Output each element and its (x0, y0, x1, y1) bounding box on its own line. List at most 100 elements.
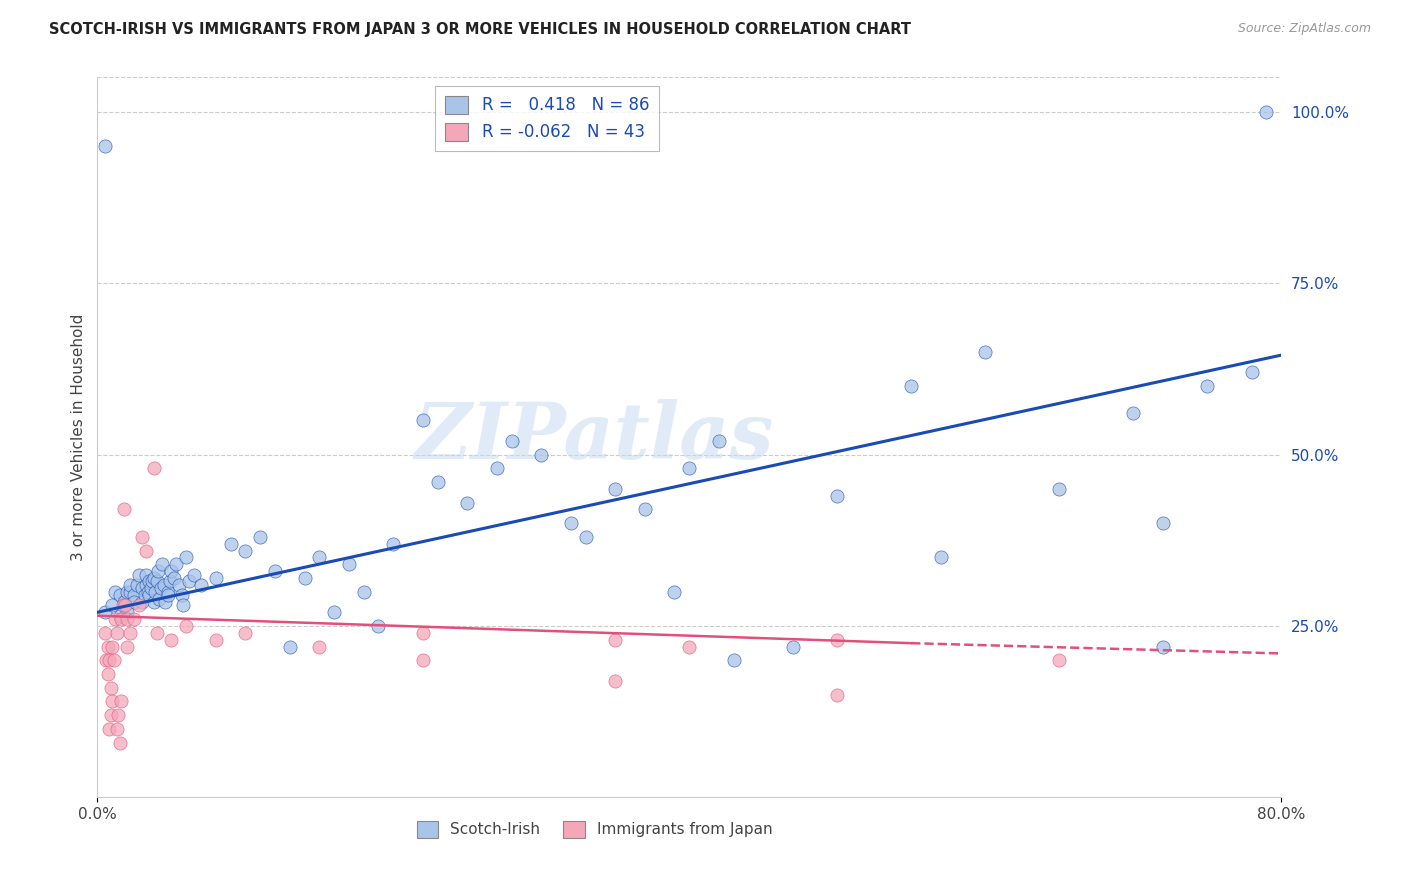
Point (143, 584, 166, 599)
Point (131, 530, 153, 544)
Point (929, 550, 952, 565)
Point (723, 653, 745, 667)
Point (134, 588, 156, 602)
Text: ZIPatlas: ZIPatlas (415, 400, 775, 475)
Point (170, 588, 193, 602)
Point (98, 653, 121, 667)
Point (135, 543, 157, 558)
Point (605, 632, 627, 647)
Point (678, 461, 700, 475)
Point (575, 530, 598, 544)
Point (825, 632, 848, 647)
Point (264, 564, 287, 578)
Point (183, 567, 205, 582)
Point (115, 584, 138, 599)
Point (165, 558, 187, 572)
Point (124, 595, 146, 609)
Point (160, 564, 183, 578)
Point (110, 694, 132, 708)
Point (249, 530, 271, 544)
Point (127, 578, 149, 592)
Point (114, 599, 136, 613)
Point (167, 578, 190, 592)
Point (118, 625, 141, 640)
Point (782, 640, 804, 654)
Point (94, 625, 117, 640)
Point (308, 550, 330, 565)
Point (152, 558, 174, 572)
Point (135, 567, 157, 582)
Point (412, 625, 434, 640)
Point (159, 574, 181, 589)
Point (111, 599, 134, 613)
Point (560, 516, 582, 530)
Point (707, 434, 730, 448)
Point (146, 564, 169, 578)
Point (530, 448, 553, 462)
Point (412, 653, 434, 667)
Point (145, 574, 167, 589)
Point (105, 625, 128, 640)
Point (1152, 640, 1174, 654)
Point (105, 722, 128, 736)
Point (605, 673, 627, 688)
Point (139, 582, 162, 596)
Point (141, 574, 163, 589)
Point (605, 482, 627, 496)
Point (1197, 379, 1219, 393)
Point (163, 571, 186, 585)
Point (678, 640, 700, 654)
Point (148, 591, 170, 606)
Point (382, 537, 405, 551)
Point (135, 578, 157, 592)
Point (107, 708, 129, 723)
Point (190, 578, 212, 592)
Point (118, 584, 141, 599)
Point (174, 550, 197, 565)
Point (124, 612, 146, 626)
Point (101, 599, 124, 613)
Point (128, 567, 150, 582)
Point (219, 537, 242, 551)
Point (104, 612, 127, 626)
Legend: Scotch-Irish, Immigrants from Japan: Scotch-Irish, Immigrants from Japan (411, 815, 779, 844)
Point (323, 605, 346, 619)
Point (337, 558, 360, 572)
Point (294, 571, 316, 585)
Point (353, 584, 375, 599)
Point (900, 379, 922, 393)
Point (825, 688, 848, 702)
Point (1047, 653, 1070, 667)
Point (501, 434, 523, 448)
Point (974, 344, 997, 359)
Point (233, 543, 256, 558)
Point (456, 495, 478, 509)
Point (160, 632, 183, 647)
Point (145, 625, 167, 640)
Point (98, 722, 121, 736)
Point (485, 461, 508, 475)
Point (1152, 516, 1174, 530)
Point (664, 584, 686, 599)
Text: SCOTCH-IRISH VS IMMIGRANTS FROM JAPAN 3 OR MORE VEHICLES IN HOUSEHOLD CORRELATIO: SCOTCH-IRISH VS IMMIGRANTS FROM JAPAN 3 … (49, 22, 911, 37)
Point (172, 599, 194, 613)
Point (94, 139, 117, 153)
Point (100, 681, 122, 695)
Point (101, 694, 124, 708)
Point (1256, 104, 1278, 119)
Point (157, 588, 180, 602)
Point (97, 667, 120, 681)
Point (1122, 407, 1144, 421)
Point (426, 475, 449, 489)
Point (108, 588, 131, 602)
Text: Source: ZipAtlas.com: Source: ZipAtlas.com (1237, 22, 1371, 36)
Point (149, 582, 172, 596)
Point (825, 489, 848, 503)
Point (278, 640, 301, 654)
Point (108, 608, 131, 623)
Point (367, 619, 389, 633)
Point (233, 625, 256, 640)
Point (177, 574, 200, 589)
Point (142, 595, 165, 609)
Point (308, 640, 330, 654)
